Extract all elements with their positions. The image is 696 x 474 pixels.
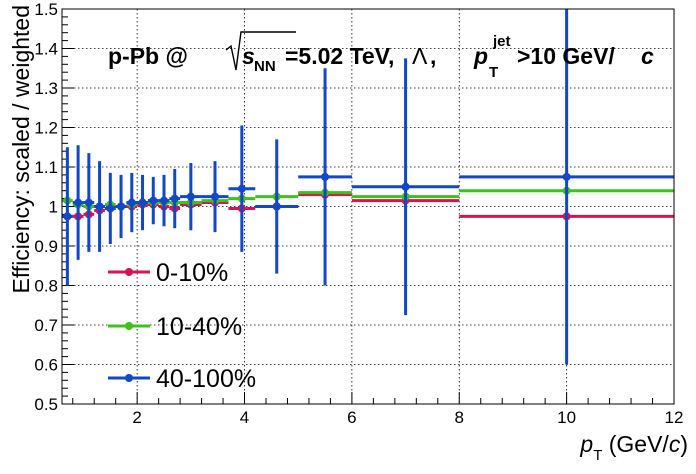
title-T-subscript: T xyxy=(489,64,498,81)
title-comma: , xyxy=(430,43,436,69)
x-tick-label: 4 xyxy=(240,408,249,427)
legend-marker xyxy=(125,322,133,330)
xlabel-T: T xyxy=(593,447,602,464)
xlabel-p: p xyxy=(579,431,593,457)
title-cut: >10 GeV/ xyxy=(517,43,615,69)
y-tick-label: 1.3 xyxy=(34,79,58,98)
chart-title: p-Pb @ xyxy=(108,43,188,69)
y-axis-label: Efficiency: scaled / weighted xyxy=(8,5,34,294)
title-prefix: p-Pb @ xyxy=(108,43,188,69)
x-axis-ticks: 2 4 6 8 10 12 xyxy=(72,392,684,427)
data-point xyxy=(272,202,281,211)
legend-item: 10-40% xyxy=(108,313,242,341)
y-tick-label: 1.5 xyxy=(34,0,58,19)
legend-item: 40-100% xyxy=(108,365,256,393)
data-point xyxy=(74,198,83,207)
data-point xyxy=(63,212,72,221)
data-point xyxy=(160,196,168,205)
chart-title-rest: s xyxy=(242,43,255,69)
xlabel-close: ) xyxy=(680,431,688,457)
data-point xyxy=(95,202,104,211)
y-tick-label: 0.9 xyxy=(34,237,58,256)
xlabel-open: (GeV/ xyxy=(602,431,669,457)
x-tick-label: 2 xyxy=(132,408,141,427)
y-tick-label: 0.7 xyxy=(34,316,58,335)
legend-marker xyxy=(125,268,133,276)
y-tick-label: 1.1 xyxy=(34,158,58,177)
legend-marker xyxy=(125,374,133,382)
title-c: c xyxy=(641,43,654,69)
y-tick-label: 0.8 xyxy=(34,277,58,296)
title-jet-superscript: jet xyxy=(492,33,511,50)
data-point xyxy=(106,204,115,213)
data-point xyxy=(84,198,93,207)
data-point xyxy=(149,196,158,205)
data-point xyxy=(237,184,246,193)
data-point xyxy=(127,198,136,207)
y-tick-label: 1.2 xyxy=(34,119,58,138)
y-tick-label: 1 xyxy=(49,198,58,217)
y-tick-label: 0.6 xyxy=(34,356,58,375)
sqrt-radical-icon xyxy=(225,31,296,71)
title-p: p xyxy=(473,43,488,69)
title-nn-subscript: NN xyxy=(254,58,276,75)
data-point xyxy=(401,182,410,191)
y-axis-ticks: 0.5 0.6 0.7 0.8 0.9 1 1.1 1.2 1.3 1.4 1.5 xyxy=(34,0,74,414)
data-point xyxy=(186,192,195,201)
x-tick-label: 12 xyxy=(665,408,684,427)
title-sqrt-sign xyxy=(225,31,296,71)
title-s: s xyxy=(242,43,255,69)
plot-frame xyxy=(61,8,675,405)
title-energy: =5.02 TeV, xyxy=(285,43,394,69)
legend-label: 40-100% xyxy=(156,365,256,393)
x-tick-label: 8 xyxy=(455,408,464,427)
x-axis-label: pT (GeV/c) xyxy=(579,431,688,464)
y-tick-label: 0.5 xyxy=(34,395,58,414)
data-point xyxy=(321,172,330,181)
legend-item: 0-10% xyxy=(108,259,228,287)
data-point xyxy=(170,194,179,203)
y-tick-label: 1.4 xyxy=(34,40,58,59)
data-point xyxy=(117,202,126,211)
x-tick-label: 10 xyxy=(557,408,576,427)
data-point xyxy=(211,192,219,201)
legend: 0-10% 10-40% 40-100% xyxy=(108,259,256,393)
data-point xyxy=(562,172,571,181)
legend-label: 0-10% xyxy=(156,259,228,287)
legend-label: 10-40% xyxy=(156,313,242,341)
xlabel-c: c xyxy=(669,431,681,457)
data-series xyxy=(62,9,674,365)
x-tick-label: 6 xyxy=(347,408,356,427)
title-lambda: Λ xyxy=(412,43,428,69)
data-point xyxy=(138,198,147,207)
series-40-100% xyxy=(62,9,674,365)
